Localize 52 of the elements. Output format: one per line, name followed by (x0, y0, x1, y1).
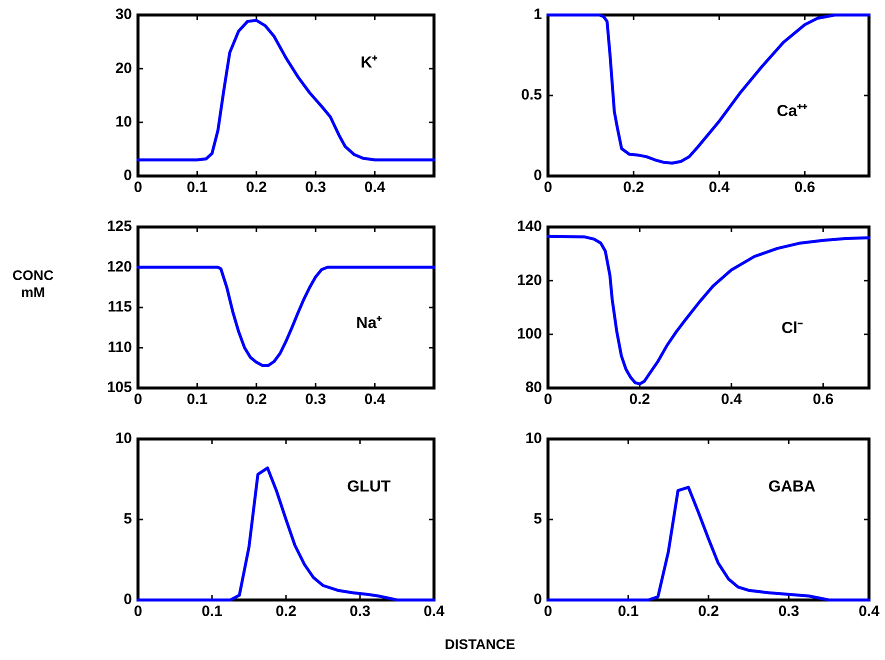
x-tick-label: 0.1 (186, 179, 208, 196)
x-tick-label: 0.4 (364, 391, 386, 408)
x-tick-label: 0.1 (618, 603, 639, 620)
y-axis-title: CONC mM (11, 267, 55, 301)
x-tick-label: 0.6 (794, 179, 816, 196)
y-tick-label: 10 (115, 113, 132, 130)
y-tick-label: 10 (525, 430, 542, 448)
y-tick-label: 10 (115, 430, 132, 448)
x-tick-label: 0.6 (812, 391, 834, 408)
y-tick-label: 100 (516, 325, 542, 342)
annotation: Na⁺ (356, 315, 383, 332)
x-tick-label: 0.2 (629, 391, 650, 408)
x-tick-label: 0.4 (364, 179, 386, 196)
y-tick-label: 105 (106, 379, 132, 396)
y-tick-label: 125 (106, 218, 132, 236)
x-tick-label: 0.2 (246, 391, 267, 408)
y-tick-label: 30 (115, 6, 132, 24)
y-tick-label: 20 (115, 60, 132, 77)
annotation: GLUT (347, 478, 391, 496)
y-tick-label: 140 (516, 218, 542, 236)
annotation: Ca⁺⁺ (776, 103, 808, 120)
annotation: K⁺ (360, 54, 378, 72)
annotation: GABA (768, 478, 816, 496)
x-tick-label: 0.2 (698, 603, 719, 620)
y-tick-label: 0 (124, 167, 132, 184)
x-tick-label: 0.2 (623, 179, 644, 196)
x-tick-label: 0.1 (202, 603, 222, 620)
y-tick-label: 110 (108, 338, 132, 356)
y-tick-label: 80 (525, 379, 542, 396)
y-tick-label: 0.5 (521, 86, 542, 104)
y-tick-label: 0 (534, 167, 542, 184)
y-tick-label: 5 (124, 510, 132, 528)
x-tick-label: 0.4 (721, 391, 743, 408)
x-tick-label: 0.4 (708, 179, 730, 196)
x-tick-label: 0.2 (276, 603, 296, 620)
x-tick-label: 0.3 (305, 391, 326, 408)
y-tick-label: 1 (534, 6, 542, 24)
y-tick-label: 5 (534, 510, 542, 528)
y-tick-label: 120 (516, 272, 542, 289)
x-tick-label: 0.1 (186, 391, 208, 408)
y-tick-label: 120 (106, 258, 132, 276)
annotation: Cl⁻ (781, 320, 804, 337)
y-tick-label: 115 (108, 298, 132, 316)
x-tick-label: 0.4 (858, 603, 880, 620)
x-tick-label: 0.3 (778, 603, 800, 620)
x-axis-title: DISTANCE (444, 636, 516, 652)
y-tick-label: 0 (534, 591, 542, 608)
x-tick-label: 0.3 (305, 179, 326, 196)
y-tick-label: 0 (124, 591, 132, 608)
x-tick-label: 0.2 (246, 179, 267, 196)
x-tick-label: 0.3 (350, 603, 370, 620)
x-tick-label: 0.4 (424, 603, 446, 620)
